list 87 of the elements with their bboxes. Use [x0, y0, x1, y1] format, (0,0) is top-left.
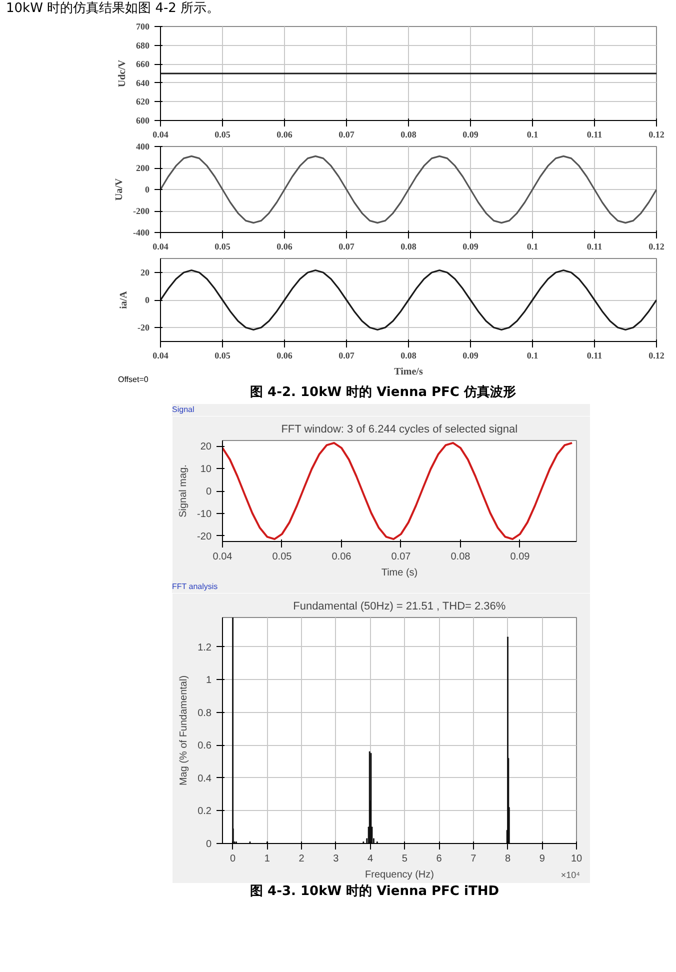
x-tick-label: 0.1: [526, 242, 539, 252]
x-tick-label: 0.04: [212, 552, 233, 562]
chart-title: FFT window: 3 of 6.244 cycles of selected signal: [281, 424, 518, 436]
x-tick-label: 0.11: [586, 130, 603, 140]
y-axis-title: Ua/V: [114, 178, 126, 201]
x-tick-label: 0.06: [276, 242, 293, 252]
y-tick-label: 0.2: [198, 806, 212, 818]
x-tick-label: 1: [264, 854, 270, 864]
text: Signal: [172, 404, 194, 416]
y-axis-title: Udc/V: [117, 59, 128, 88]
x-tick-label: 0.08: [450, 552, 471, 562]
y-axis-title: Mag (% of Fundamental): [178, 675, 190, 786]
text: FFT analysis: [172, 581, 218, 592]
text: 10kW 时的仿真结果如图 4-2 所示。: [6, 0, 220, 18]
x-tick-label: 0.12: [648, 130, 665, 140]
y-tick-label: 680: [136, 40, 150, 50]
x-tick-label: 0.09: [510, 552, 530, 562]
x-tick-label: 0.09: [462, 350, 479, 360]
y-tick-label: 620: [136, 96, 150, 107]
x-tick-label: 0: [230, 854, 236, 864]
x-tick-label: 2: [298, 854, 305, 864]
x-tick-label: 0.1: [526, 350, 539, 360]
x-tick-label: 0.05: [214, 242, 231, 252]
text: ×10⁴: [560, 869, 580, 882]
x-tick-label: 0.06: [276, 350, 293, 360]
y-tick-label: -10: [197, 508, 212, 520]
y-tick-label: -20: [138, 322, 150, 333]
x-tick-label: 8: [504, 854, 511, 864]
x-tick-label: 0.12: [648, 350, 665, 360]
x-tick-label: 0.07: [338, 350, 355, 360]
x-tick-label: 0.09: [462, 242, 479, 252]
x-tick-label: 0.07: [391, 552, 412, 562]
y-tick-label: 20: [140, 267, 150, 278]
y-tick-label: 700: [136, 22, 150, 32]
x-tick-label: 0.11: [586, 242, 603, 252]
chart-title: Fundamental (50Hz) = 21.51 , THD= 2.36%: [293, 600, 506, 612]
y-tick-label: 1: [206, 675, 212, 686]
y-tick-label: 0: [145, 295, 150, 305]
x-tick-label: 0.05: [272, 552, 292, 562]
y-axis-title: ia/A: [118, 290, 130, 309]
x-tick-label: 0.07: [338, 130, 355, 140]
y-axis-title: Signal mag.: [178, 464, 190, 518]
x-tick-label: 0.07: [338, 242, 355, 252]
y-tick-label: 400: [136, 142, 150, 152]
y-tick-label: -400: [133, 228, 150, 238]
x-tick-label: 0.04: [152, 242, 169, 252]
x-tick-label: 0.08: [400, 242, 417, 252]
x-tick-label: 0.08: [400, 130, 417, 140]
x-tick-label: 0.06: [332, 552, 352, 562]
y-tick-label: 640: [136, 78, 150, 88]
x-tick-label: 0.04: [152, 130, 169, 140]
y-tick-label: 0: [206, 839, 212, 850]
y-tick-label: 660: [136, 59, 150, 70]
x-tick-label: 7: [470, 854, 477, 864]
y-tick-label: -200: [133, 206, 150, 216]
y-tick-label: 200: [136, 163, 150, 173]
caption: 图 4-2. 10kW 时的 Vienna PFC 仿真波形: [250, 384, 516, 402]
x-axis-title: Frequency (Hz): [365, 870, 434, 880]
x-tick-label: 0.11: [586, 350, 603, 360]
y-tick-label: 0.8: [198, 708, 212, 719]
x-tick-label: 3: [333, 854, 340, 864]
y-tick-label: 10: [200, 464, 212, 476]
x-tick-label: 9: [539, 854, 546, 864]
x-tick-label: 0.09: [462, 130, 479, 140]
y-tick-label: 0: [145, 184, 150, 194]
y-tick-label: 600: [136, 116, 150, 126]
x-tick-label: 0.05: [214, 350, 231, 360]
x-tick-label: 0.05: [214, 130, 231, 140]
y-tick-label: 0: [206, 486, 212, 498]
x-tick-label: 10: [570, 854, 582, 864]
x-tick-label: 0.06: [276, 130, 293, 140]
y-tick-label: -20: [197, 531, 212, 542]
x-tick-label: 0.08: [400, 350, 417, 360]
x-tick-label: 5: [402, 854, 408, 864]
x-tick-label: 0.04: [152, 350, 169, 360]
y-tick-label: 1.2: [198, 642, 212, 654]
caption: 图 4-3. 10kW 时的 Vienna PFC iTHD: [250, 883, 499, 901]
x-tick-label: 4: [368, 854, 374, 864]
x-tick-label: 6: [436, 854, 442, 864]
x-tick-label: 0.1: [526, 130, 539, 140]
text: Offset=0: [118, 374, 148, 386]
y-tick-label: 0.4: [198, 773, 212, 784]
x-axis-title: Time (s): [381, 568, 418, 578]
y-tick-label: 20: [200, 442, 212, 453]
x-axis-title: Time/s: [394, 366, 423, 378]
x-tick-label: 0.12: [648, 242, 665, 252]
y-tick-label: 0.6: [198, 740, 212, 752]
